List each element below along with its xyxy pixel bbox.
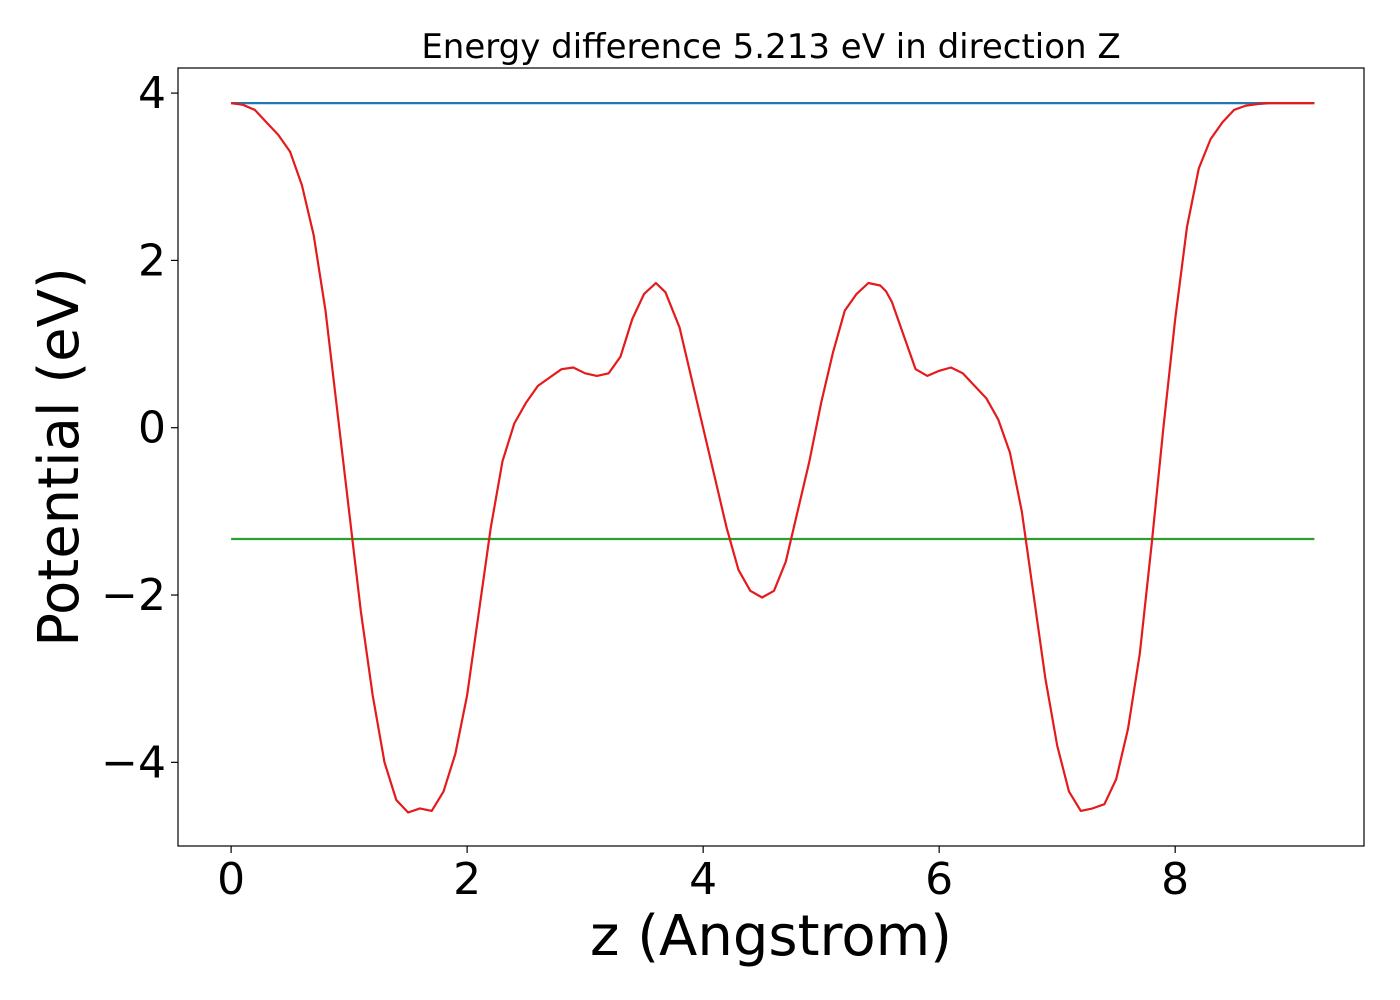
series-layer (230, 101, 1315, 814)
x-tick-label: 8 (1161, 854, 1189, 905)
y-tick-label: 0 (138, 403, 166, 454)
y-axis-ticks: −4 −2 0 2 4 (101, 68, 178, 788)
y-tick-label: −2 (101, 570, 166, 621)
x-axis-label: z (Angstrom) (590, 904, 952, 969)
y-axis-label: Potential (eV) (27, 267, 92, 647)
x-tick-label: 0 (217, 854, 245, 905)
x-tick-label: 4 (689, 854, 717, 905)
chart-title: Energy difference 5.213 eV in direction … (421, 27, 1120, 67)
plot-frame (177, 67, 1365, 847)
x-axis-ticks: 0 2 4 6 8 (217, 846, 1189, 905)
y-tick-label: 4 (138, 68, 166, 119)
x-tick-label: 2 (453, 854, 481, 905)
potential-curve (230, 101, 1315, 814)
y-tick-label: 2 (138, 235, 166, 286)
y-tick-label: −4 (101, 737, 166, 788)
x-tick-label: 6 (925, 854, 953, 905)
